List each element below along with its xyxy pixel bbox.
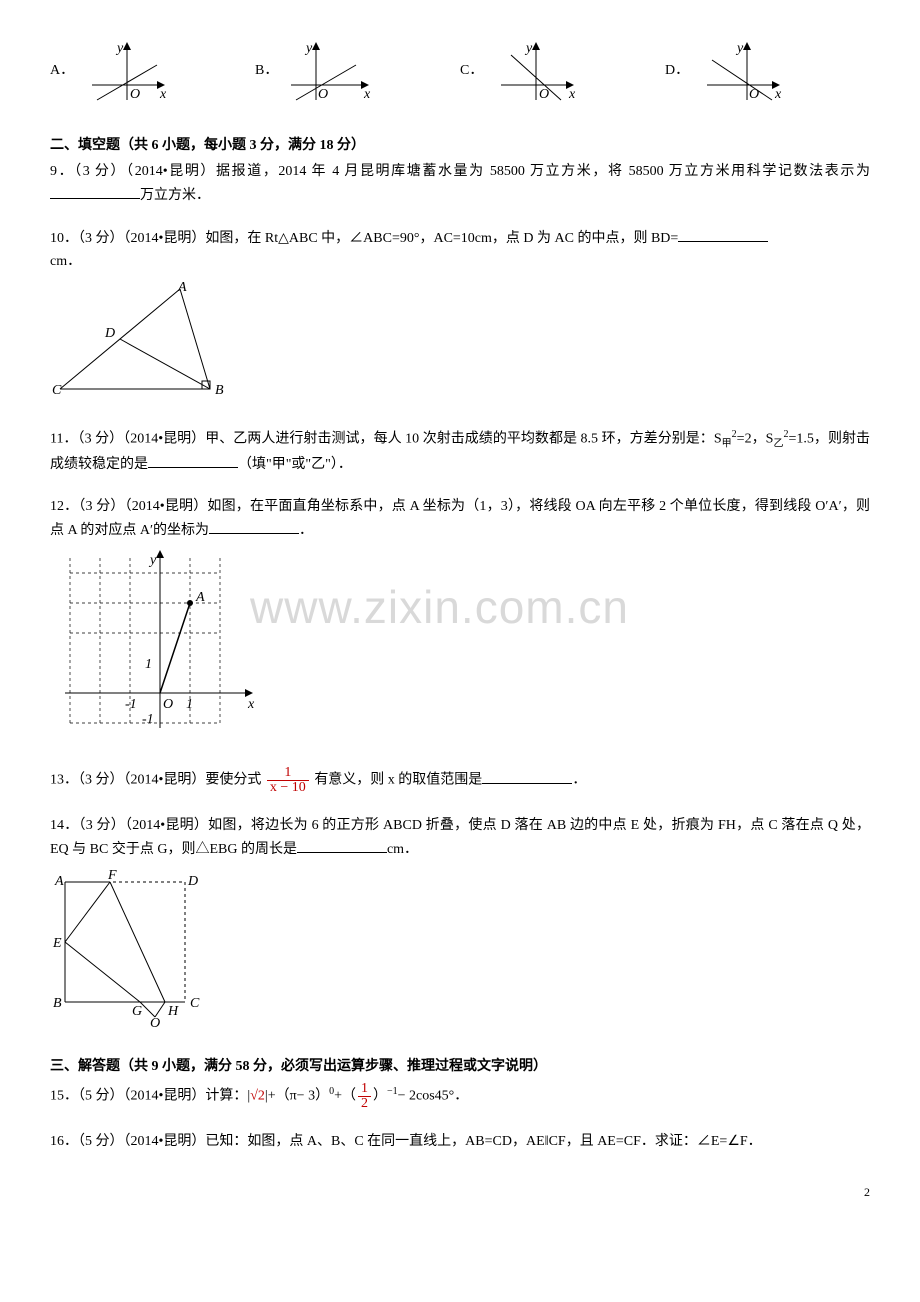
svg-text:B: B [53,996,62,1011]
svg-text:E: E [52,936,62,951]
graph-b: y x O [286,40,376,110]
sqrt2: √2 [250,1089,265,1104]
question-11: 11．（3 分）（2014•昆明）甲、乙两人进行射击测试，每人 10 次射击成绩… [50,427,870,476]
svg-text:F: F [107,868,117,883]
question-13: 13．（3 分）（2014•昆明）要使分式 1 x − 10 有意义，则 x 的… [50,766,870,795]
frac-den: x − 10 [267,781,309,795]
svg-text:O: O [163,697,173,712]
svg-text:C: C [190,996,200,1011]
blank [148,453,238,468]
frac-num: 1 [267,766,309,781]
figure-q12: A y x O 1 -1 1 -1 [50,548,870,746]
q14-a: 14．（3 分）（2014•昆明）如图，将边长为 6 的正方形 ABCD 折叠，… [50,818,870,856]
fraction-15: 12 [358,1082,371,1111]
svg-text:O: O [130,87,140,102]
section3-title: 三、解答题（共 9 小题，满分 58 分，必须写出运算步骤、推理过程或文字说明） [50,1056,870,1078]
svg-text:1: 1 [186,697,193,712]
section2-title: 二、填空题（共 6 小题，每小题 3 分，满分 18 分） [50,135,870,157]
choice-b-label: B． [255,40,278,82]
q13-b: 有意义，则 x 的取值范围是 [314,773,482,788]
question-10: 10．（3 分）（2014•昆明）如图，在 Rt△ABC 中，∠ABC=90°，… [50,227,870,407]
page-number: 2 [50,1183,870,1202]
choice-a-label: A． [50,40,74,82]
q13-a: 13．（3 分）（2014•昆明）要使分式 [50,773,261,788]
q9-tail: 万立方米． [140,188,210,203]
choice-a: A． y x O [50,40,255,110]
blank [50,184,140,199]
choice-c: C． y x O [460,40,665,110]
q11-b: =2，S [737,432,774,447]
question-14: 14．（3 分）（2014•昆明）如图，将边长为 6 的正方形 ABCD 折叠，… [50,815,870,1035]
svg-text:O: O [749,87,759,102]
figure-q14: A F D E B G Q H C [50,867,870,1035]
q11-sub2: 乙 [773,439,783,450]
figure-q10: A B C D [50,279,870,407]
q10-text: 10．（3 分）（2014•昆明）如图，在 Rt△ABC 中，∠ABC=90°，… [50,231,678,246]
svg-text:y: y [524,41,533,56]
q9-text: 9．（3 分）（2014•昆明）据报道，2014 年 4 月昆明库塘蓄水量为 5… [50,164,870,179]
svg-text:x: x [568,87,576,102]
svg-text:y: y [304,41,313,56]
graph-c: y x O [491,40,581,110]
svg-text:A: A [195,590,205,605]
svg-text:1: 1 [145,657,152,672]
blank [209,519,299,534]
blank [297,838,387,853]
q13-tail: ． [572,773,586,788]
svg-text:x: x [159,87,167,102]
svg-text:-1: -1 [125,697,137,712]
svg-text:A: A [177,280,187,295]
svg-text:y: y [115,41,124,56]
frac-num: 1 [358,1082,371,1097]
fraction-13: 1 x − 10 [267,766,309,795]
q11-tail: （填"甲"或"乙"）． [238,457,352,472]
choice-c-label: C． [460,40,483,82]
svg-text:x: x [363,87,371,102]
expm1: −1 [387,1086,398,1097]
choice-d-label: D． [665,40,689,82]
blank [678,227,768,242]
q15-e: − 2cos45°． [398,1089,469,1104]
q11-sub1: 甲 [722,439,732,450]
q10-tail: cm． [50,254,81,269]
svg-text:Q: Q [150,1016,160,1027]
svg-text:x: x [774,87,782,102]
choice-d: D． y x O [665,40,870,110]
q11-a: 11．（3 分）（2014•昆明）甲、乙两人进行射击测试，每人 10 次射击成绩… [50,432,722,447]
graph-d: y x O [697,40,787,110]
q15-d: ） [373,1089,387,1104]
svg-text:A: A [54,874,64,889]
q15-b: |+（π− 3） [265,1089,329,1104]
choice-row: A． y x O B． y x O C． [50,40,870,110]
q14-tail: cm． [387,842,418,857]
svg-text:B: B [215,383,224,398]
frac-den: 2 [358,1097,371,1111]
q15-a: 15．（5 分）（2014•昆明）计算：| [50,1089,250,1104]
svg-text:D: D [104,326,115,341]
svg-text:G: G [132,1004,142,1019]
svg-text:H: H [167,1004,179,1019]
svg-text:C: C [52,383,62,398]
q12-tail: ． [299,523,313,538]
svg-text:O: O [318,87,328,102]
svg-text:y: y [148,553,157,568]
blank [482,769,572,784]
q12-a: 12．（3 分）（2014•昆明）如图，在平面直角坐标系中，点 A 坐标为（1，… [50,499,870,537]
q15-c: +（ [334,1089,356,1104]
question-15: 15．（5 分）（2014•昆明）计算：|√2|+（π− 3）0+（12）−1−… [50,1082,870,1111]
svg-text:x: x [247,697,255,712]
q16-text: 16．（5 分）（2014•昆明）已知：如图，点 A、B、C 在同一直线上，AB… [50,1134,762,1149]
question-12: 12．（3 分）（2014•昆明）如图，在平面直角坐标系中，点 A 坐标为（1，… [50,496,870,746]
svg-text:-1: -1 [142,712,154,727]
question-16: 16．（5 分）（2014•昆明）已知：如图，点 A、B、C 在同一直线上，AB… [50,1131,870,1153]
graph-a: y x O [82,40,172,110]
svg-text:D: D [187,874,198,889]
question-9: 9．（3 分）（2014•昆明）据报道，2014 年 4 月昆明库塘蓄水量为 5… [50,161,870,207]
svg-text:O: O [539,87,549,102]
svg-text:y: y [735,41,744,56]
choice-b: B． y x O [255,40,460,110]
